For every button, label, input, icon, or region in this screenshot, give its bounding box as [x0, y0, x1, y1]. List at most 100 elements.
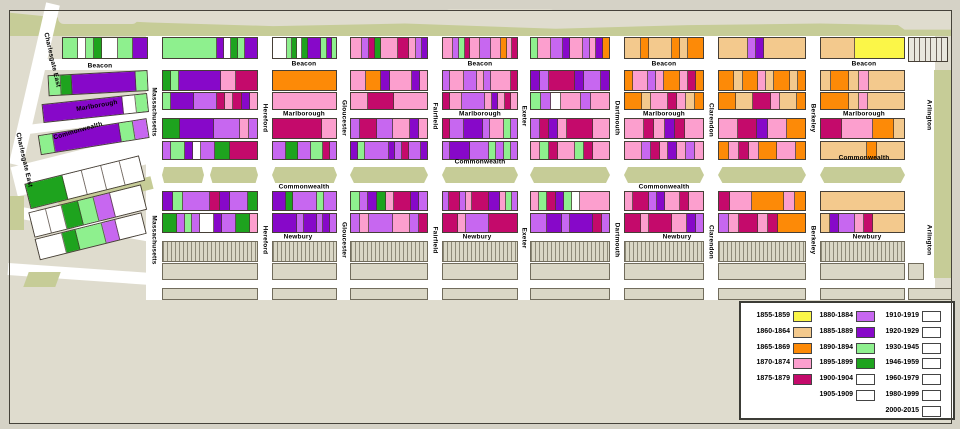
building-lot [796, 142, 806, 159]
building-lot [395, 142, 402, 159]
street-label-beacon: Beacon [467, 60, 493, 68]
street-label-beacon: Beacon [87, 62, 113, 70]
building-lot [443, 71, 451, 90]
lot-row [820, 118, 905, 139]
building-lot [317, 192, 325, 210]
building-lot [394, 192, 411, 210]
building-lot [625, 38, 641, 58]
building-lot [503, 119, 511, 138]
building-lot [419, 119, 428, 138]
building-lot [229, 192, 249, 210]
building-lot [483, 119, 491, 138]
esplanade-sand-notch [58, 12, 138, 24]
building-lot [747, 38, 756, 58]
building-lot [273, 214, 298, 232]
lot-row [350, 191, 428, 211]
building-lot [419, 214, 428, 232]
commercial-building [162, 263, 258, 280]
street-label-arlington: Arlington [925, 224, 933, 256]
legend-swatch [856, 342, 875, 354]
building-lot [449, 93, 462, 109]
lot-row [442, 141, 518, 160]
street-label-fairfield: Fairfield [431, 102, 439, 130]
building-lot [214, 119, 240, 138]
lot-row [442, 37, 518, 59]
lot-row [718, 191, 806, 211]
building-lot [855, 214, 864, 232]
commercial-building [530, 241, 610, 262]
building-lot [180, 119, 215, 138]
building-lot [767, 119, 787, 138]
lot-row [624, 213, 704, 233]
building-lot [549, 71, 575, 90]
street-label-fairfield: Fairfield [431, 226, 439, 254]
building-lot [688, 38, 703, 58]
building-lot [250, 214, 257, 232]
building-lot [854, 38, 904, 58]
building-lot [248, 192, 257, 210]
building-lot [601, 214, 609, 232]
building-lot [510, 71, 518, 90]
building-lot [408, 142, 422, 159]
building-lot [117, 38, 133, 58]
building-lot [931, 38, 937, 61]
building-lot [687, 71, 696, 90]
lot-row [162, 191, 258, 211]
building-lot [225, 93, 234, 109]
lot-row [820, 213, 905, 233]
building-lot [872, 214, 904, 232]
building-lot [381, 38, 398, 58]
building-lot [625, 214, 641, 232]
building-lot [410, 119, 420, 138]
building-lot [797, 71, 806, 90]
building-lot [589, 38, 597, 58]
building-lot [757, 71, 767, 90]
building-lot [458, 214, 467, 232]
building-lot [650, 142, 660, 159]
building-lot [583, 71, 601, 90]
building-lot [163, 142, 171, 159]
street-label-exeter: Exeter [520, 105, 528, 127]
building-lot [485, 93, 492, 109]
building-lot [419, 71, 427, 90]
lot-row [272, 191, 337, 211]
legend-label: 1980-1999 [885, 391, 919, 398]
building-lot [510, 142, 518, 159]
commercial-building [442, 241, 518, 262]
building-lot [774, 71, 790, 90]
building-lot [664, 71, 680, 90]
building-lot [231, 38, 239, 58]
building-lot [163, 192, 173, 210]
building-lot [547, 192, 556, 210]
building-lot [102, 38, 118, 58]
building-lot [286, 38, 292, 58]
building-lot [728, 142, 739, 159]
lot-row [272, 141, 337, 160]
street-label-gloucester: Gloucester [340, 100, 348, 136]
building-lot [490, 119, 504, 138]
building-lot [273, 93, 336, 109]
building-lot [415, 38, 422, 58]
building-lot [170, 142, 186, 159]
building-lot [472, 192, 489, 210]
legend-label: 1890-1894 [819, 343, 853, 351]
lot-row [718, 118, 806, 139]
commonwealth-mall [350, 167, 428, 183]
legend-label: 2000-2015 [885, 406, 919, 414]
lot-row [350, 37, 428, 59]
building-lot [719, 214, 729, 232]
building-lot [210, 192, 220, 210]
building-lot [236, 214, 251, 232]
lot-row [530, 92, 610, 110]
building-lot [321, 38, 327, 58]
building-lot [830, 71, 850, 90]
legend-swatch [922, 390, 941, 401]
lot-row [442, 92, 518, 110]
legend-label: 1946-1959 [885, 359, 919, 367]
building-lot [368, 192, 378, 210]
street-label-beacon: Beacon [291, 60, 317, 68]
building-lot [501, 38, 507, 58]
building-lot [163, 38, 218, 58]
building-lot [377, 192, 386, 210]
building-lot [539, 192, 548, 210]
